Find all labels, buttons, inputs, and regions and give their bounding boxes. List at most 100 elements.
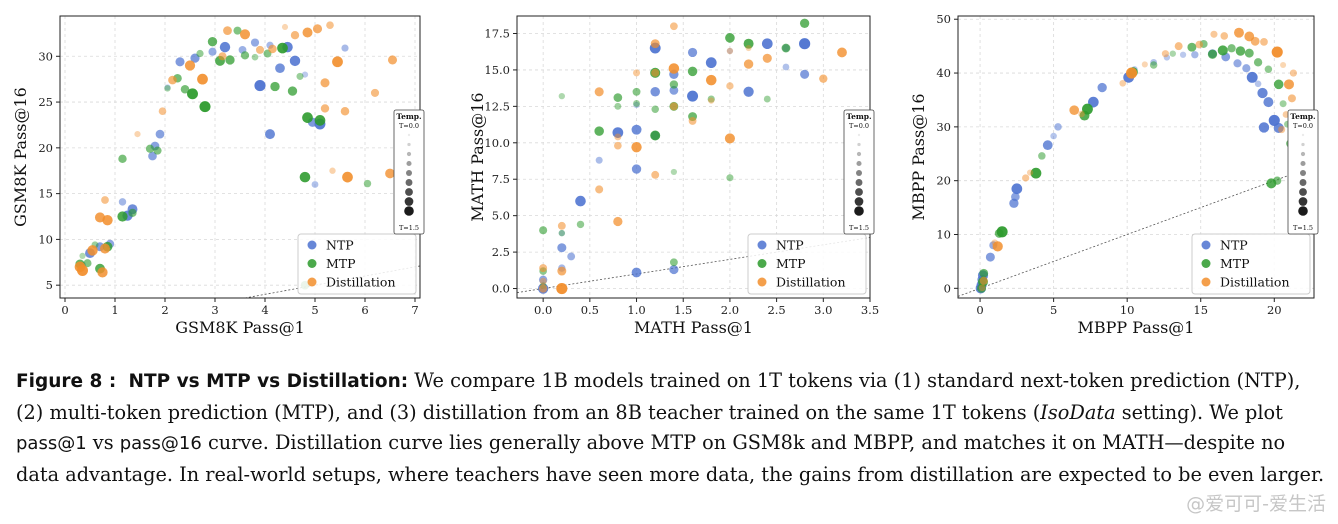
- y-tick-label: 2.5: [492, 245, 510, 259]
- data-point-mtp: [1149, 61, 1158, 69]
- caption-label: Figure 8 :: [16, 371, 117, 392]
- caption-text-3: vs: [86, 431, 120, 454]
- x-tick-label: 0: [61, 303, 68, 317]
- data-point-mtp: [270, 81, 280, 92]
- x-tick-label: 15: [1193, 303, 1208, 317]
- x-tick-label: 20: [1267, 303, 1282, 317]
- data-point-distillation: [762, 53, 772, 63]
- data-point-mtp: [632, 87, 641, 96]
- x-axis-label: MATH Pass@1: [634, 318, 753, 337]
- temp-legend-top-label: T=0.0: [849, 122, 869, 130]
- data-point-mtp: [539, 226, 548, 235]
- data-point-distillation: [223, 26, 232, 36]
- data-point-mtp: [117, 211, 128, 222]
- data-point-distillation: [102, 214, 113, 226]
- data-point-mtp: [1207, 49, 1218, 59]
- x-tick-label: 0: [976, 303, 983, 317]
- data-point-ntp: [190, 53, 200, 63]
- data-point-distillation: [268, 44, 277, 54]
- y-tick-label: 0: [944, 281, 951, 295]
- data-point-distillation: [613, 216, 623, 227]
- data-point-mtp: [233, 26, 242, 35]
- data-point-mtp: [363, 179, 372, 188]
- data-point-distillation: [992, 241, 1003, 252]
- legend-label-mtp: MTP: [1220, 256, 1250, 271]
- legend-box: [747, 233, 867, 295]
- chart-panel-3: 0 5 10 15 20 0 10 20 30 40 50 MBPP Pass@1 MBPP Pass@…: [909, 12, 1319, 337]
- data-point-distillation: [557, 266, 567, 276]
- data-point-distillation: [556, 282, 568, 295]
- data-point-distillation: [87, 245, 98, 256]
- data-point-ntp: [1042, 140, 1053, 151]
- data-point-distillation: [1022, 174, 1030, 182]
- data-point-distillation: [1210, 30, 1218, 38]
- data-point-distillation: [708, 97, 715, 104]
- data-point-mtp: [763, 95, 771, 103]
- data-point-ntp: [687, 90, 699, 102]
- x-tick-label: 2.0: [721, 303, 739, 317]
- data-point-ntp: [761, 38, 773, 50]
- data-point-mtp: [225, 55, 235, 65]
- data-point-ntp: [254, 80, 266, 92]
- data-point-mtp: [1244, 48, 1254, 58]
- y-tick-label: 10.0: [484, 136, 510, 150]
- temp-legend-swatch: [404, 206, 414, 216]
- data-point-distillation: [837, 47, 847, 58]
- data-point-mtp: [240, 51, 250, 60]
- data-point-mtp: [207, 36, 218, 47]
- data-point-distillation: [1271, 46, 1283, 58]
- data-point-mtp: [1235, 46, 1246, 56]
- data-point-distillation: [1250, 36, 1260, 46]
- temp-legend-bottom-label: T=1.5: [1293, 224, 1313, 232]
- data-point-mtp: [1227, 44, 1236, 53]
- data-point-distillation: [168, 75, 177, 85]
- temp-legend-title: Temp.: [396, 112, 421, 121]
- data-point-distillation: [978, 284, 986, 292]
- data-point-ntp: [1273, 122, 1284, 133]
- data-point-distillation: [326, 21, 334, 29]
- legend-marker-ntp: [307, 240, 317, 250]
- data-point-distillation: [633, 69, 641, 77]
- caption-pass16: pass@16: [119, 433, 202, 454]
- temp-legend-swatch: [406, 170, 412, 176]
- data-point-ntp: [726, 47, 733, 55]
- legend-marker-mtp: [1201, 259, 1211, 268]
- data-point-mtp: [558, 93, 565, 100]
- figure-caption: Figure 8 : NTP vs MTP vs Distillation: W…: [16, 366, 1326, 490]
- data-point-mtp: [79, 252, 86, 259]
- temp-legend-swatch: [405, 188, 413, 196]
- temp-legend-swatch: [1301, 142, 1305, 147]
- data-point-mtp: [1279, 100, 1287, 108]
- temp-legend-swatch: [1300, 170, 1306, 176]
- caption-text-1: We compare 1B models trained on 1T token…: [16, 369, 1301, 424]
- data-point-mtp: [164, 85, 171, 92]
- data-point-ntp: [595, 156, 603, 164]
- data-point-ntp: [301, 71, 309, 78]
- legend-box: [297, 233, 417, 295]
- data-point-ntp: [631, 164, 642, 174]
- chart-panel-2: 0.0 0.5 1.0 1.5 2.0 2.5 3.0 3.5 0.0 2.5 5.0 7.5 10.0…: [468, 15, 879, 337]
- data-point-mtp: [1082, 103, 1093, 115]
- data-point-distillation: [669, 102, 678, 111]
- data-point-ntp: [743, 86, 754, 97]
- x-tick-label: 2.5: [767, 303, 785, 317]
- y-axis-label: MATH Pass@16: [468, 92, 487, 221]
- legend-label-distillation: Distillation: [1220, 275, 1290, 290]
- temp-legend-swatch: [407, 142, 411, 147]
- data-point-ntp: [1191, 51, 1199, 59]
- data-point-distillation: [1141, 61, 1148, 68]
- legend-label-distillation: Distillation: [776, 275, 846, 290]
- temp-legend-title: Temp.: [846, 112, 871, 121]
- data-point-mtp: [996, 226, 1008, 238]
- temp-legend-swatch: [1298, 206, 1308, 216]
- data-point-mtp: [651, 105, 659, 114]
- data-point-distillation: [726, 47, 734, 55]
- temp-legend-swatch: [406, 151, 412, 157]
- data-point-mtp: [614, 102, 622, 110]
- data-point-mtp: [558, 229, 566, 237]
- data-point-distillation: [1195, 40, 1204, 49]
- data-point-distillation: [819, 74, 828, 83]
- data-point-ntp: [1242, 64, 1251, 73]
- temp-legend-swatch: [857, 142, 861, 147]
- caption-text-4: curve. Distillation curve lies generally…: [16, 431, 1325, 486]
